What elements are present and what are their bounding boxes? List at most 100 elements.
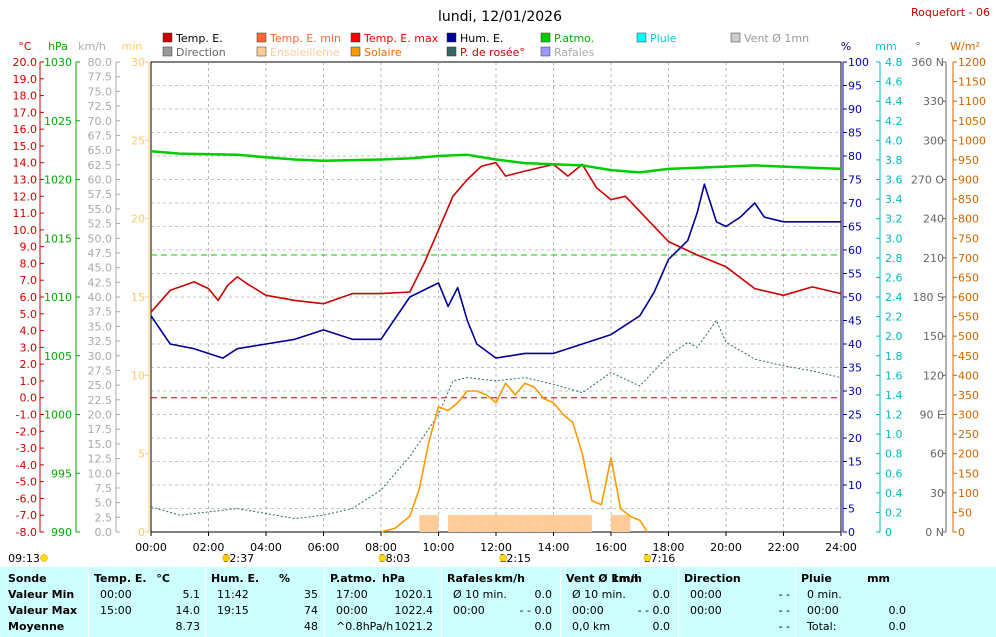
x-tick-label: 12:00 xyxy=(480,541,512,554)
stats-value-hum: 74 xyxy=(304,604,318,617)
rain-axis-label: 2.6 xyxy=(885,271,903,284)
dir-axis-label: 360 N xyxy=(911,56,944,69)
dir-axis-label: 330 xyxy=(923,95,944,108)
press-axis-label: 1000 xyxy=(44,409,72,422)
rad-axis-label: 650 xyxy=(958,271,979,284)
wind-axis-label: 55.0 xyxy=(88,203,113,216)
x-tick-label: 10:00 xyxy=(423,541,455,554)
rain-axis-label: 3.2 xyxy=(885,213,903,226)
legend: Temp. E. Temp. E. min Temp. E. max Hum. E. P… xyxy=(162,32,809,59)
legend-label: P. de rosée° xyxy=(460,46,525,59)
event-sunset-time: 17:16 xyxy=(644,552,676,565)
wind-axis-label: 72.5 xyxy=(88,100,113,113)
stats-value-direction: - - xyxy=(778,588,790,601)
wind-axis-label: 5.0 xyxy=(95,497,113,510)
sun-icon xyxy=(378,554,387,562)
stats-header-direction: Direction xyxy=(684,572,741,585)
stats-row-label: Valeur Min xyxy=(8,588,75,601)
stats-unit-vent: km/h xyxy=(611,572,642,585)
stats-value-pluie: 0.0 xyxy=(888,604,907,617)
wind-axis-label: 57.5 xyxy=(88,188,113,201)
rad-axis-label: 850 xyxy=(958,193,979,206)
stats-unit-pluie: mm xyxy=(867,572,890,585)
rain-axis-label: 0.4 xyxy=(885,487,903,500)
sunshine-bar xyxy=(505,515,516,532)
hum-axis-label: 50 xyxy=(848,291,862,304)
rad-axis-label: 700 xyxy=(958,252,979,265)
press-axis-label: 990 xyxy=(51,526,72,539)
rad-axis-label: 1100 xyxy=(958,95,986,108)
stats-value-hum: 35 xyxy=(304,588,318,601)
series-p-atmo- xyxy=(150,150,842,174)
unit-hum: % xyxy=(841,40,851,53)
station-name: Roquefort - 06 xyxy=(911,6,990,19)
stats-divider xyxy=(560,567,561,637)
stats-divider xyxy=(678,567,679,637)
stats-time-temp: 15:00 xyxy=(100,604,132,617)
sunshine-bar xyxy=(543,515,554,532)
wind-axis-label: 75.0 xyxy=(88,85,113,98)
stats-value-rafales: 0.0 xyxy=(534,588,553,601)
chart-title: lundi, 12/01/2026 xyxy=(438,9,562,25)
stats-time-hum: 11:42 xyxy=(217,588,249,601)
grid xyxy=(151,62,841,532)
stats-divider xyxy=(205,567,206,637)
sun-icon xyxy=(643,554,652,562)
stats-value-rafales: - - 0.0 xyxy=(519,604,552,617)
weather-chart: lundi, 12/01/2026 Roquefort - 06 Temp. E… xyxy=(8,6,990,565)
sunshine-bar xyxy=(553,515,564,532)
sun-axis-label: 0 xyxy=(138,526,145,539)
stats-time-press: 17:00 xyxy=(336,588,368,601)
unit-temp: °C xyxy=(18,40,32,53)
dir-axis-label: 210 xyxy=(923,252,944,265)
x-tick-label: 04:00 xyxy=(250,541,282,554)
series-temp-e- xyxy=(150,161,842,313)
stats-unit-press: hPa xyxy=(381,572,405,585)
unit-rain: mm xyxy=(875,40,896,53)
wind-axis-label: 10.0 xyxy=(88,467,113,480)
dir-axis-label: 30 xyxy=(930,487,944,500)
rad-axis-label: 1200 xyxy=(958,56,986,69)
stats-value-direction: - - xyxy=(778,620,790,633)
rain-axis-label: 3.0 xyxy=(885,232,903,245)
x-tick-label: 18:00 xyxy=(653,541,685,554)
series-hum-e- xyxy=(150,183,841,359)
stats-header-vent: Vent Ø 1mn xyxy=(566,572,639,585)
rad-axis-label: 600 xyxy=(958,291,979,304)
unit-sun: min xyxy=(122,40,143,53)
wind-axis-label: 40.0 xyxy=(88,291,113,304)
x-tick-label: 22:00 xyxy=(768,541,800,554)
wind-axis-label: 50.0 xyxy=(88,232,113,245)
legend-swatch xyxy=(636,32,647,43)
legend-label: Temp. E. max xyxy=(363,32,439,45)
rain-axis-label: 1.6 xyxy=(885,369,903,382)
hum-axis-label: 15 xyxy=(848,456,862,469)
stats-divider xyxy=(441,567,442,637)
temp-axis-label: 0.0 xyxy=(20,392,38,405)
legend-swatch xyxy=(256,32,267,43)
hum-axis-label: 85 xyxy=(848,127,862,140)
temp-axis-label: 19.0 xyxy=(13,73,38,86)
press-axis-label: 1025 xyxy=(44,115,72,128)
legend-label: Hum. E. xyxy=(460,32,503,45)
rain-axis-label: 2.0 xyxy=(885,330,903,343)
temp-axis-label: 8.0 xyxy=(20,257,38,270)
legend-label: Temp. E. xyxy=(175,32,223,45)
sunshine-bar xyxy=(582,515,592,532)
rain-axis-label: 4.6 xyxy=(885,76,903,89)
wind-axis-label: 12.5 xyxy=(88,453,113,466)
stats-value-press: 1021.2 xyxy=(394,620,434,633)
hum-axis-label: 10 xyxy=(848,479,862,492)
sunshine-bar xyxy=(486,515,496,532)
wind-axis-label: 52.5 xyxy=(88,218,113,231)
wind-axis-label: 15.0 xyxy=(88,438,113,451)
stats-value-vent: 0.0 xyxy=(652,588,671,601)
stats-time-temp: 00:00 xyxy=(100,588,132,601)
sunshine-bar xyxy=(620,515,631,532)
temp-axis-label: 6.0 xyxy=(20,291,38,304)
rad-axis-label: 800 xyxy=(958,213,979,226)
wind-axis-label: 22.5 xyxy=(88,394,113,407)
sunshine-bar xyxy=(428,515,439,532)
stats-divider xyxy=(795,567,796,637)
dir-axis-label: 120 xyxy=(923,369,944,382)
